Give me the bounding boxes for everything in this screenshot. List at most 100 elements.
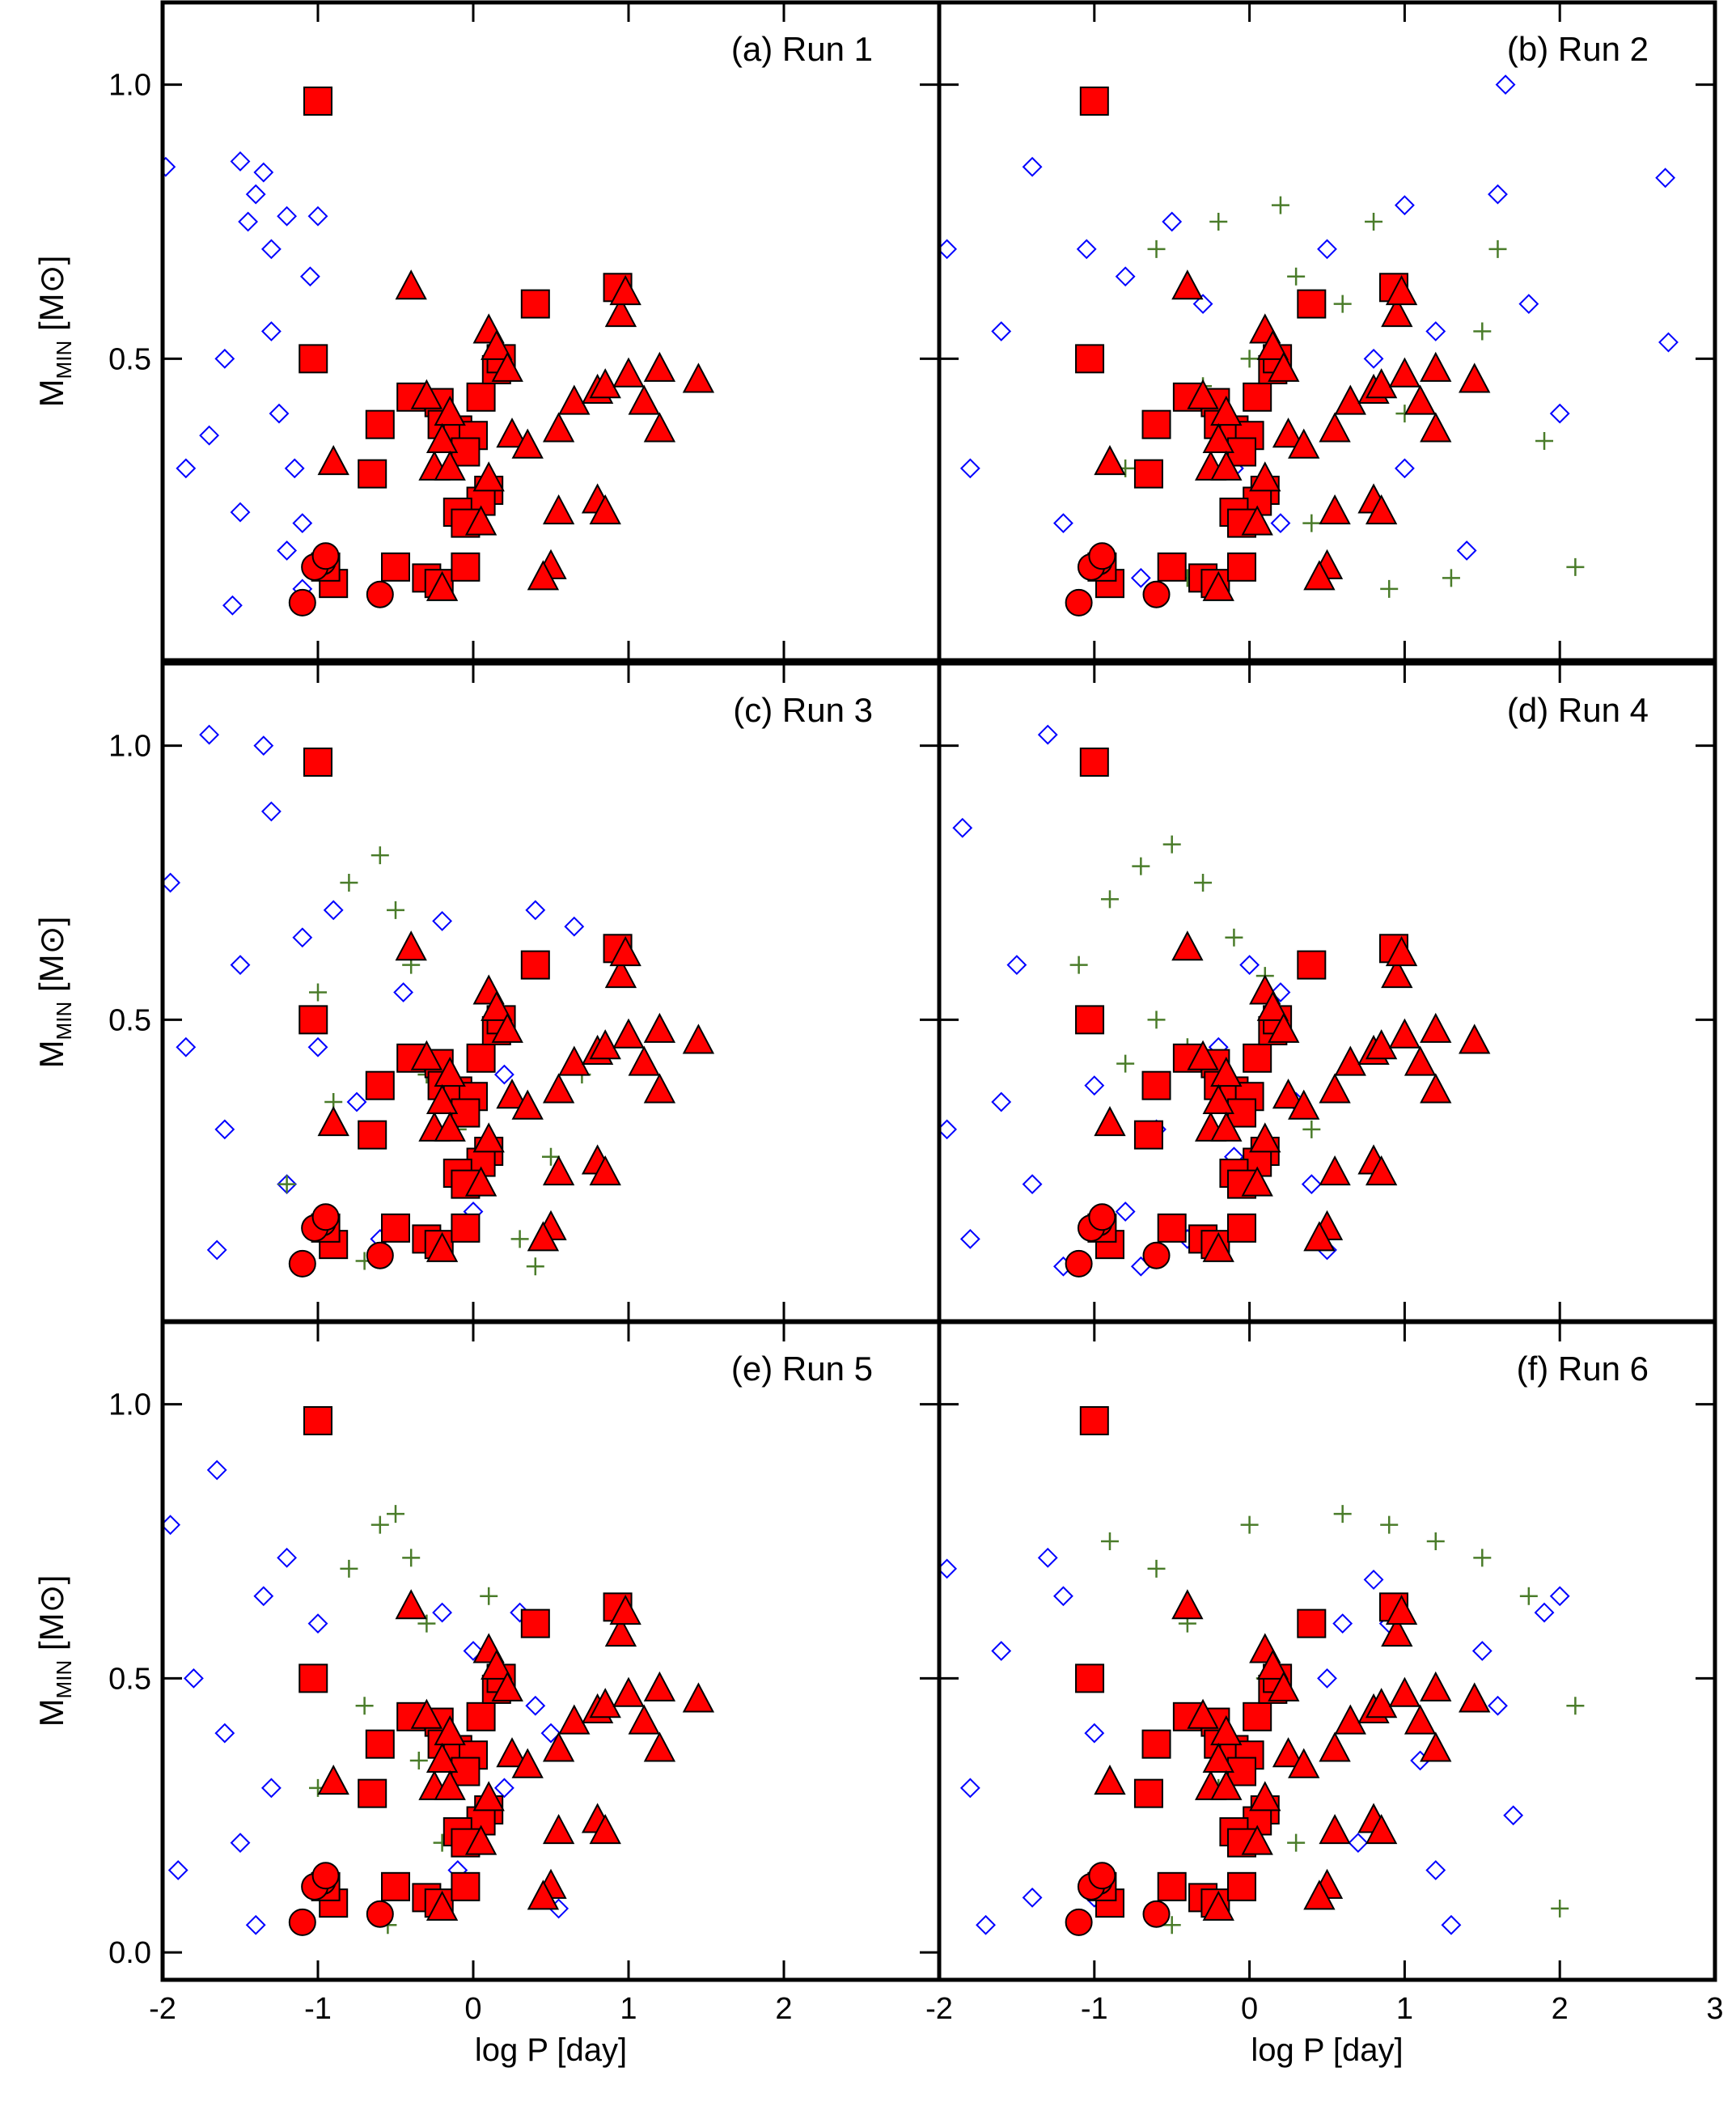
obs-triangle [496, 417, 528, 448]
obs-triangle [1381, 297, 1413, 328]
y-tick-label: 1.0 [108, 69, 151, 103]
plot-area [939, 724, 1491, 1278]
obs-triangle [395, 269, 427, 300]
obs-triangle [426, 1890, 459, 1921]
sim-plus [1147, 1559, 1166, 1578]
obs-triangle [1420, 1073, 1452, 1104]
sim-diamond [991, 321, 1012, 341]
sim-plus [1240, 350, 1259, 368]
sim-plus [1442, 569, 1460, 587]
obs-square [466, 382, 496, 412]
sim-diamond [1270, 513, 1291, 534]
obs-circle [311, 542, 340, 570]
obs-triangle [496, 1079, 528, 1109]
sim-diamond [1037, 1547, 1058, 1568]
obs-triangle [1249, 461, 1281, 492]
y-label-sub: MIN [52, 1002, 76, 1040]
sim-diamond [230, 502, 251, 523]
obs-circle [1088, 542, 1116, 570]
obs-triangle [1365, 368, 1398, 399]
sim-diamond [1658, 332, 1679, 353]
obs-circle [1065, 588, 1093, 617]
sim-diamond [206, 1240, 227, 1261]
obs-circle [1088, 1862, 1116, 1890]
obs-triangle [643, 412, 676, 443]
obs-triangle [1420, 1012, 1452, 1043]
obs-triangle [1268, 1012, 1300, 1043]
obs-triangle [410, 379, 443, 409]
obs-square [303, 86, 332, 116]
obs-square [1157, 552, 1187, 582]
obs-square [1227, 1213, 1257, 1243]
sim-diamond [230, 151, 251, 172]
sim-diamond [1363, 348, 1384, 369]
obs-triangle [1187, 379, 1219, 409]
obs-square [381, 1871, 410, 1901]
sim-diamond [1534, 1602, 1555, 1623]
obs-triangle [527, 560, 560, 591]
obs-triangle [1303, 560, 1336, 591]
obs-triangle [1210, 1111, 1243, 1142]
obs-circle [311, 1203, 340, 1231]
obs-triangle [472, 1781, 505, 1812]
obs-triangle [542, 1731, 575, 1762]
obs-circle [1142, 1241, 1171, 1269]
sim-diamond [245, 1914, 266, 1935]
plot-area [163, 724, 715, 1278]
obs-triangle [1171, 269, 1204, 300]
obs-triangle [1365, 1029, 1398, 1060]
obs-triangle [1385, 274, 1418, 306]
sim-plus [1162, 835, 1181, 854]
x-tick-label: 2 [775, 1992, 792, 2026]
sim-plus [409, 1752, 428, 1769]
y-label-main: M [32, 379, 70, 407]
obs-square [1075, 344, 1105, 374]
x-tick-label: -2 [925, 1992, 953, 2026]
sim-plus [417, 1614, 436, 1633]
panel: 0.5 1.0 (a) Run 1 MMIN [M⊙] [32, 0, 942, 663]
obs-triangle [1241, 1166, 1273, 1197]
obs-triangle [426, 1231, 459, 1262]
obs-triangle [643, 1731, 676, 1762]
sim-diamond [1301, 1174, 1322, 1195]
obs-triangle [1404, 384, 1437, 415]
sim-diamond [952, 817, 973, 838]
obs-square [1243, 1043, 1272, 1073]
obs-square [358, 459, 387, 489]
obs-triangle [589, 1155, 621, 1186]
sim-plus [355, 1697, 374, 1715]
sim-diamond [959, 458, 980, 479]
sim-diamond [292, 927, 313, 948]
obs-square [451, 552, 481, 582]
obs-triangle [682, 1023, 715, 1054]
obs-triangle [1268, 351, 1300, 382]
sim-diamond [493, 1778, 514, 1799]
sim-diamond [1130, 567, 1151, 588]
panel-title: (e) Run 5 [731, 1350, 873, 1388]
sim-diamond [199, 425, 220, 446]
obs-triangle [643, 1671, 676, 1702]
obs-triangle [511, 428, 544, 459]
obs-triangle [558, 1045, 591, 1076]
sim-plus [1240, 1515, 1259, 1534]
sim-plus [1488, 239, 1507, 258]
obs-square [303, 1405, 332, 1435]
obs-triangle [491, 351, 523, 382]
y-label-main: M [32, 1698, 70, 1727]
y-tick-label: 1.0 [108, 730, 151, 764]
obs-triangle [434, 1056, 466, 1087]
obs-triangle [527, 1880, 560, 1910]
obs-triangle [558, 384, 591, 415]
obs-triangle [395, 1589, 427, 1620]
y-label-sub: MIN [52, 1660, 76, 1699]
sim-diamond [1394, 458, 1415, 479]
obs-triangle [1202, 1083, 1234, 1114]
sim-plus [1302, 1120, 1321, 1138]
sim-diamond [253, 162, 274, 183]
sim-diamond [1488, 184, 1508, 205]
panel-title: (b) Run 2 [1507, 30, 1649, 68]
sim-diamond [277, 540, 298, 561]
sim-diamond [493, 1064, 514, 1085]
sim-plus [1473, 322, 1492, 341]
obs-triangle [1202, 570, 1234, 601]
